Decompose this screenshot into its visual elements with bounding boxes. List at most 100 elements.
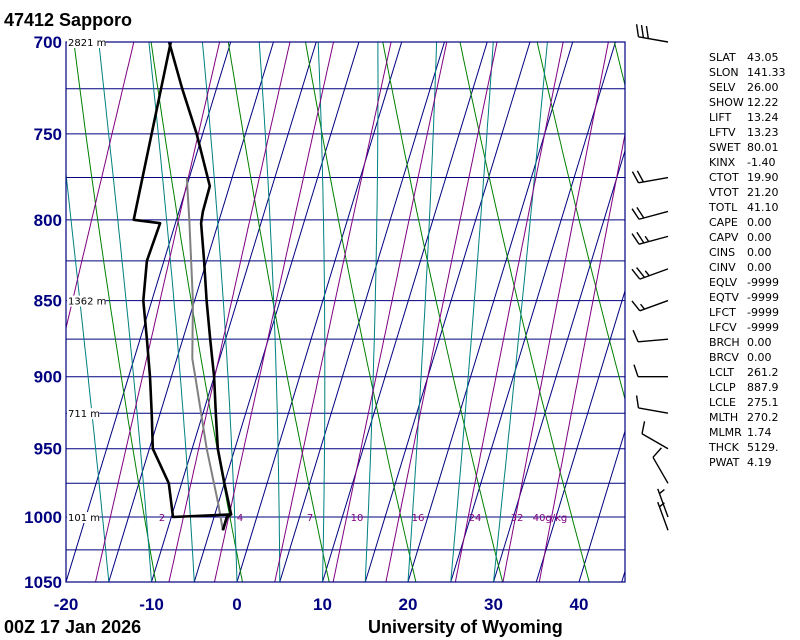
wind-barb-925 <box>635 395 669 414</box>
isotherm-5 <box>279 42 445 582</box>
index-value: 12.22 <box>747 96 779 109</box>
index-value: 0.00 <box>747 336 772 349</box>
mixing-ratio-8 <box>332 42 448 582</box>
index-row-lclt: LCLT 261.2 <box>709 365 786 380</box>
wind-barb-950 <box>641 421 669 450</box>
wind-barb-775 <box>631 170 669 184</box>
barb-full <box>631 268 641 280</box>
pressure-tick-1000: 1000 <box>24 508 62 527</box>
index-name: CAPV <box>709 231 739 244</box>
barb-staff <box>638 407 669 414</box>
pressure-tick-1050: 1050 <box>24 573 62 592</box>
temperature-tick-0: 0 <box>232 595 241 614</box>
height-labels: 2821 m 1362 m 711 m 101 m <box>67 37 106 524</box>
index-value: 0.00 <box>747 231 772 244</box>
isotherm--15 <box>108 42 274 582</box>
index-name: BRCH <box>709 336 740 349</box>
moist-adiabat--15 <box>66 169 110 582</box>
observation-time: 00Z 17 Jan 2026 <box>4 617 142 637</box>
temperature-tick--10: -10 <box>139 595 164 614</box>
index-name: KINX <box>709 156 736 169</box>
barb-full <box>636 170 644 183</box>
temperature-tick-20: 20 <box>399 595 418 614</box>
height-label-bg <box>67 295 106 307</box>
index-row-totl: TOTL 41.10 <box>709 200 786 215</box>
isotherm-20 <box>407 42 574 582</box>
moist-adiabat-25 <box>450 42 494 582</box>
index-value: 261.2 <box>747 366 779 379</box>
barb-half <box>640 303 646 310</box>
barb-half <box>644 270 650 277</box>
mixing-ratio-2 <box>168 42 291 582</box>
temperature-tick-40: 40 <box>570 595 589 614</box>
moist-adiabat--5 <box>148 42 195 582</box>
pressure-tick-900: 900 <box>34 368 62 387</box>
dry-adiabat-280 <box>227 42 330 582</box>
index-name: LCLT <box>709 366 735 379</box>
index-name: EQTV <box>709 291 739 304</box>
index-value: 275.1 <box>747 396 779 409</box>
isotherm--5 <box>193 42 360 582</box>
height-label: 101 m <box>68 513 100 524</box>
dry-adiabat-300 <box>382 42 504 582</box>
mixing-ratio-label: 16 <box>412 513 425 524</box>
index-row-slon: SLON 141.33 <box>709 65 786 80</box>
index-value: 21.20 <box>747 186 779 199</box>
index-value: 1.74 <box>747 426 772 439</box>
index-row-thck: THCK 5129. <box>709 440 786 455</box>
index-name: VTOT <box>709 186 739 199</box>
index-row-selv: SELV 26.00 <box>709 80 786 95</box>
dewpoint-profile <box>132 42 233 531</box>
isotherm-25 <box>450 42 616 582</box>
index-row-slat: SLAT 43.05 <box>709 50 786 65</box>
sounding-indices: SLAT 43.05 SLON 141.33 SELV 26.00 SHOW 12.22 LIF… <box>709 50 786 470</box>
height-label-bg <box>67 512 100 524</box>
barb-full <box>631 233 640 245</box>
temperature-tick--20: -20 <box>54 595 79 614</box>
mixing-ratio-label: 2 <box>159 513 165 524</box>
barb-staff <box>657 488 669 518</box>
pressure-tick-850: 850 <box>34 292 62 311</box>
height-label-bg <box>67 37 106 48</box>
index-name: CTOT <box>709 171 739 184</box>
dry-adiabat-270 <box>150 42 243 582</box>
wind-barb-830 <box>631 267 669 280</box>
isotherm--10 <box>151 42 317 582</box>
index-row-lcle: LCLE 275.1 <box>709 395 786 410</box>
index-name: SHOW <box>709 96 744 109</box>
grid <box>66 42 625 582</box>
index-row-mlth: MLTH 270.2 <box>709 410 786 425</box>
index-name: CINS <box>709 246 736 259</box>
height-label: 2821 m <box>68 38 106 49</box>
index-row-eqtv: EQTV -9999 <box>709 290 786 305</box>
wind-barb-810 <box>631 231 669 245</box>
index-value: 13.23 <box>747 126 779 139</box>
index-name: MLMR <box>709 426 742 439</box>
index-row-lfcv: LFCV -9999 <box>709 320 786 335</box>
source-organization: University of Wyoming <box>368 617 563 637</box>
index-row-cape: CAPE 0.00 <box>709 215 786 230</box>
barb-full <box>640 25 645 38</box>
barb-full <box>636 231 645 244</box>
parcel-path <box>185 177 224 531</box>
mixing-ratio-labels: 2 4 7 10 16 24 32 40g/kg <box>159 513 567 524</box>
index-name: SWET <box>709 141 741 154</box>
height-label: 711 m <box>68 409 100 420</box>
index-row-kinx: KINX -1.40 <box>709 155 786 170</box>
barb-staff <box>652 456 669 484</box>
index-row-capv: CAPV 0.00 <box>709 230 786 245</box>
dry-adiabat-260 <box>73 42 157 582</box>
mixing-ratio-label: 10 <box>351 513 364 524</box>
barb-full <box>636 267 646 278</box>
index-value: 141.33 <box>747 66 786 79</box>
index-name: PWAT <box>709 456 740 469</box>
sounding-profiles <box>132 42 233 531</box>
barb-half <box>659 489 665 495</box>
mixing-ratio-label: 40g/kg <box>533 513 568 524</box>
mixing-ratio-3 <box>214 42 334 582</box>
wind-barb-975 <box>652 447 669 484</box>
index-name: EQLV <box>709 276 738 289</box>
index-value: 19.90 <box>747 171 779 184</box>
index-value: 887.9 <box>747 381 779 394</box>
